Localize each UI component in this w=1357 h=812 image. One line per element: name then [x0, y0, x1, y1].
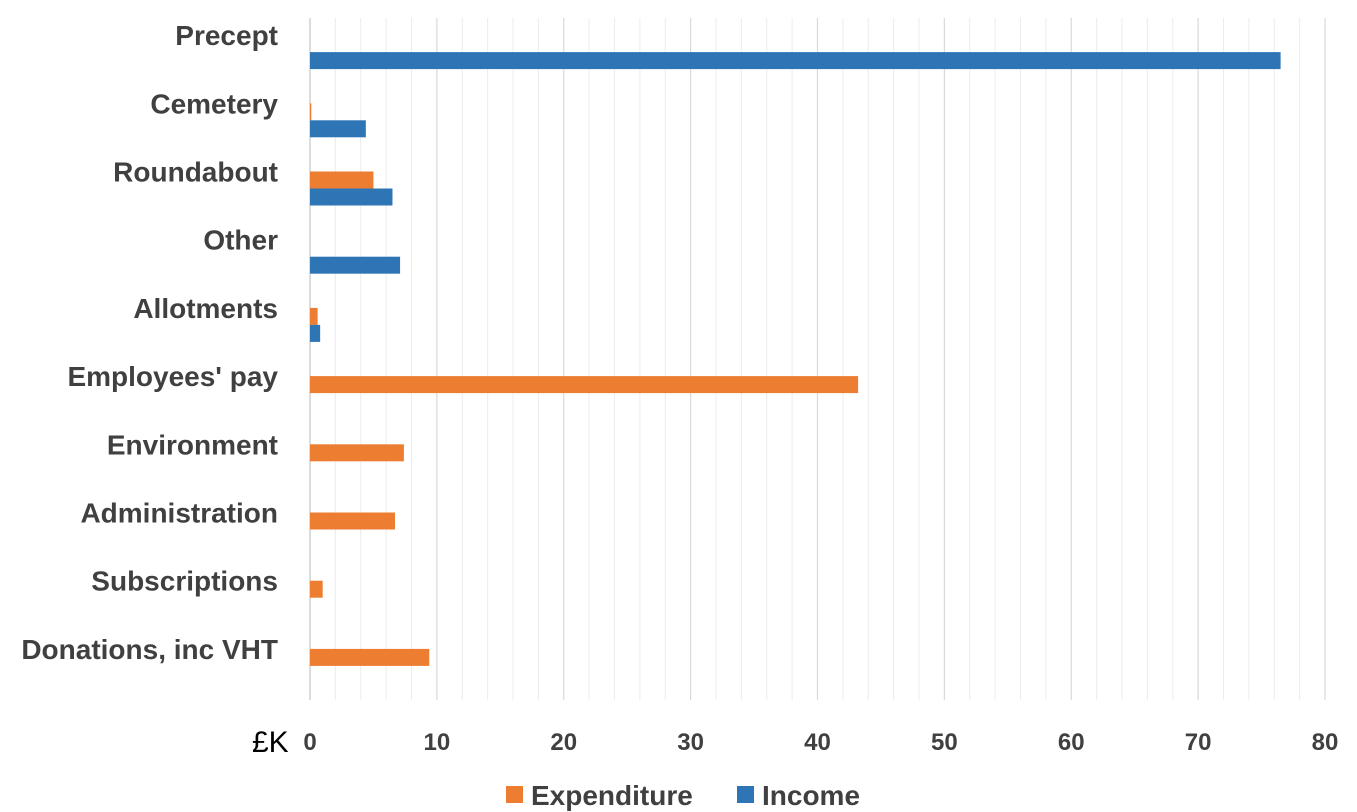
bar-income-0 — [310, 52, 1281, 70]
x-tick-label: 80 — [1312, 729, 1339, 756]
bar-expenditure-5 — [310, 376, 859, 394]
bar-income-1 — [310, 120, 366, 138]
x-tick-label: 10 — [424, 729, 451, 756]
x-tick-labels: 0 10 20 30 40 50 60 70 80 — [303, 729, 1338, 756]
x-unit-label: £K — [252, 726, 289, 759]
legend-label-income: Income — [762, 780, 860, 811]
legend-swatch-expenditure — [506, 786, 523, 803]
x-tick-label: 20 — [550, 729, 577, 756]
bar-expenditure-8 — [310, 580, 323, 598]
bar-expenditure-2 — [310, 171, 374, 189]
x-tick-label: 40 — [804, 729, 831, 756]
category-label: Precept — [175, 20, 278, 51]
x-tick-label: 30 — [677, 729, 704, 756]
bars — [310, 52, 1281, 666]
legend-label-expenditure: Expenditure — [531, 780, 693, 811]
category-label: Other — [203, 225, 278, 256]
x-tick-label: 60 — [1058, 729, 1085, 756]
category-label: Administration — [80, 498, 278, 529]
bar-expenditure-6 — [310, 444, 404, 462]
category-label: Environment — [107, 429, 278, 460]
bar-expenditure-7 — [310, 512, 396, 530]
category-label: Allotments — [133, 293, 278, 324]
category-label: Subscriptions — [91, 566, 278, 597]
bar-income-2 — [310, 188, 393, 206]
x-tick-label: 70 — [1185, 729, 1212, 756]
bar-income-4 — [310, 324, 321, 342]
category-labels: Precept Cemetery Roundabout Other Allotments… — [21, 20, 278, 665]
category-label: Roundabout — [113, 157, 278, 188]
bar-expenditure-4 — [310, 307, 318, 325]
bar-expenditure-9 — [310, 648, 430, 666]
x-tick-label: 0 — [303, 729, 316, 756]
grid-lines — [334, 18, 1326, 700]
bar-income-3 — [310, 256, 401, 274]
bar-expenditure-1 — [310, 103, 312, 121]
category-label: Cemetery — [150, 88, 278, 119]
category-label: Donations, inc VHT — [21, 634, 278, 665]
legend-swatch-income — [737, 786, 754, 803]
x-tick-label: 50 — [931, 729, 958, 756]
category-label: Employees' pay — [67, 361, 278, 392]
legend: Expenditure Income — [506, 780, 860, 811]
